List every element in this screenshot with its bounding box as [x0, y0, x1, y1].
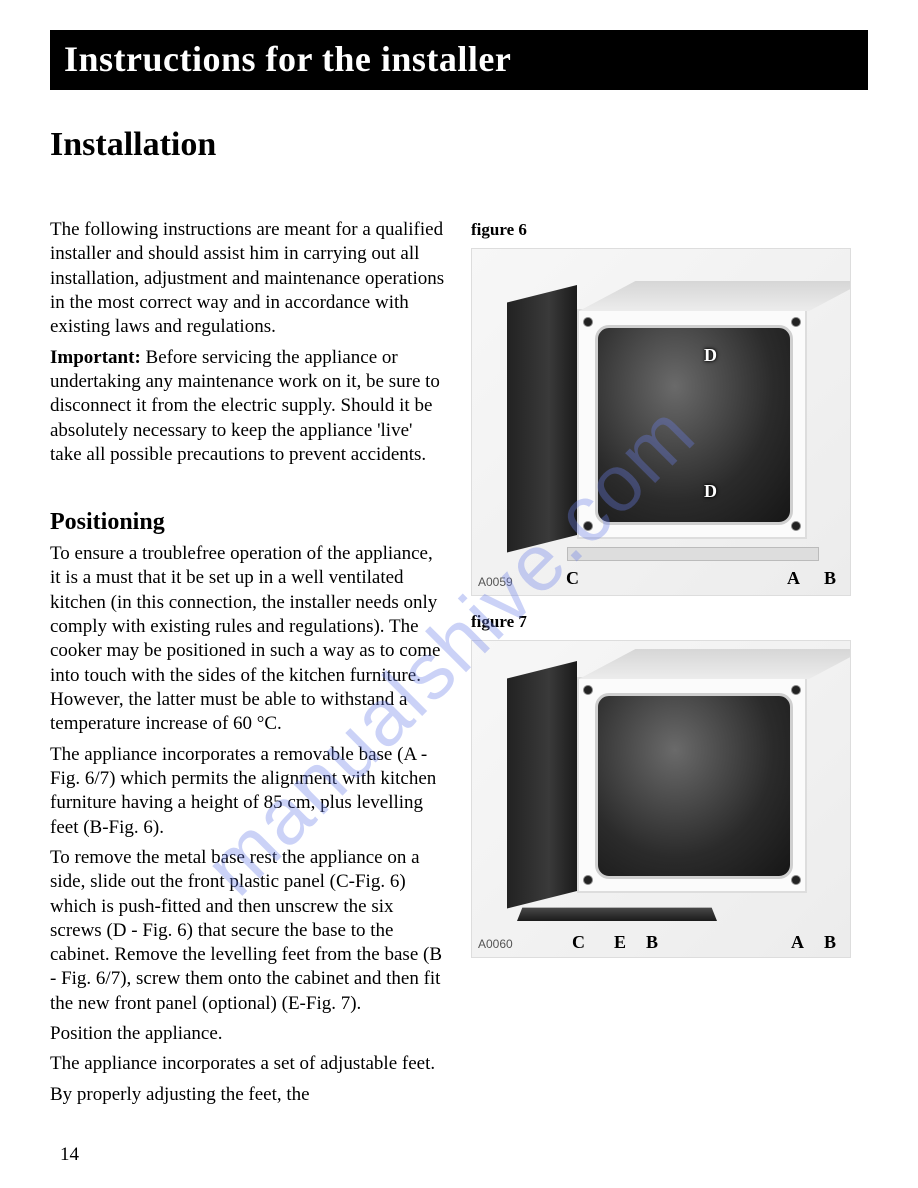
figure7-label: figure 7: [471, 612, 851, 632]
text-column: The following instructions are meant for…: [50, 218, 445, 1113]
figure6-callout-B: B: [824, 568, 836, 589]
figure6-illustration: [507, 279, 827, 569]
figures-column: figure 6 D D C A B A0059 figure 7: [471, 218, 851, 958]
figure7-callout-E: E: [614, 932, 626, 953]
figure6-callout-D1: D: [704, 345, 717, 366]
content-columns: The following instructions are meant for…: [50, 218, 868, 1113]
figure7-callout-B2: B: [824, 932, 836, 953]
figure7-illustration: [507, 655, 827, 925]
figure6: D D C A B A0059: [471, 248, 851, 596]
figure6-code: A0059: [478, 575, 513, 589]
figure6-label: figure 6: [471, 220, 851, 240]
page-number: 14: [60, 1144, 79, 1166]
figure6-callout-C: C: [566, 568, 579, 589]
figure6-callout-A: A: [787, 568, 800, 589]
positioning-p6: By properly adjusting the feet, the: [50, 1083, 445, 1107]
positioning-heading: Positioning: [50, 509, 445, 536]
positioning-p2: The appliance incorporates a removable b…: [50, 743, 445, 840]
important-label: Important:: [50, 347, 141, 368]
figure7-callout-B1: B: [646, 932, 658, 953]
positioning-p4: Position the appliance.: [50, 1022, 445, 1046]
figure7-callout-A: A: [791, 932, 804, 953]
figure7: C E B A B A0060: [471, 640, 851, 958]
important-paragraph: Important: Before servicing the applianc…: [50, 346, 445, 468]
positioning-p3: To remove the metal base rest the applia…: [50, 846, 445, 1016]
figure6-callout-D2: D: [704, 481, 717, 502]
section-title: Installation: [50, 126, 868, 164]
figure7-code: A0060: [478, 937, 513, 951]
positioning-p1: To ensure a troublefree operation of the…: [50, 542, 445, 737]
positioning-p5: The appliance incorporates a set of adju…: [50, 1052, 445, 1076]
page-banner: Instructions for the installer: [50, 30, 868, 90]
intro-paragraph: The following instructions are meant for…: [50, 218, 445, 340]
figure7-callout-C: C: [572, 932, 585, 953]
